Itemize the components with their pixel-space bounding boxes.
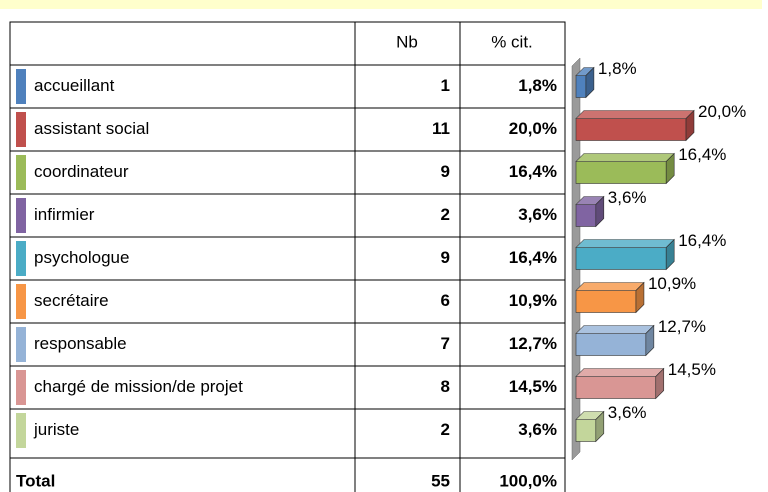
bar-label: 3,6% [608, 188, 647, 207]
bar-side [635, 281, 645, 314]
bar-label: 16,4% [678, 145, 726, 164]
bar [575, 376, 657, 399]
bar-label: 1,8% [598, 59, 637, 78]
category-label: chargé de mission/de projet [34, 377, 243, 396]
percent: 20,0% [509, 119, 557, 138]
bar-label: 12,7% [658, 317, 706, 336]
column-header: Nb [396, 32, 418, 51]
bar-side [655, 367, 665, 400]
bar-side [595, 410, 605, 443]
legend-swatch [16, 413, 26, 448]
bar-side-shade [645, 325, 654, 356]
bar [575, 333, 647, 356]
legend-swatch [16, 198, 26, 233]
bar [575, 118, 687, 141]
percent: 1,8% [518, 76, 557, 95]
count: 2 [441, 205, 450, 224]
count: 9 [441, 248, 450, 267]
category-label: coordinateur [34, 162, 129, 181]
category-label: responsable [34, 334, 127, 353]
bar-top-shade [576, 411, 604, 420]
bar-side-shade [595, 411, 604, 442]
bar-top-shade [576, 239, 675, 248]
count: 6 [441, 291, 450, 310]
bar-top-shade [576, 153, 675, 162]
bar-top-shade [576, 282, 644, 291]
bar [575, 75, 587, 98]
bar-side [595, 195, 605, 228]
bar-side-shade [655, 368, 664, 399]
bar [575, 247, 667, 270]
legend-swatch [16, 241, 26, 276]
count: 9 [441, 162, 450, 181]
bar-side [645, 324, 655, 357]
legend-swatch [16, 284, 26, 319]
category-label: assistant social [34, 119, 149, 138]
bar [575, 161, 667, 184]
bar-side [685, 109, 695, 142]
category-label: psychologue [34, 248, 129, 267]
bar-label: 20,0% [698, 102, 746, 121]
count: 7 [441, 334, 450, 353]
category-label: accueillant [34, 76, 115, 95]
bar-top-shade [576, 110, 694, 119]
count: 8 [441, 377, 450, 396]
bar-label: 10,9% [648, 274, 696, 293]
count: 11 [432, 119, 450, 138]
bar-side-shade [585, 67, 594, 98]
bar [575, 204, 597, 227]
bar-top-shade [576, 196, 604, 205]
percent: 14,5% [509, 377, 557, 396]
percent: 12,7% [509, 334, 557, 353]
legend-swatch [16, 155, 26, 190]
category-label: infirmier [34, 205, 95, 224]
total-count: 55 [431, 471, 450, 490]
percent: 3,6% [518, 205, 557, 224]
percent: 16,4% [509, 248, 557, 267]
bar-side [665, 152, 675, 185]
bar-side [585, 66, 595, 99]
legend-swatch [16, 327, 26, 362]
legend-swatch [16, 112, 26, 147]
category-label: juriste [33, 420, 79, 439]
bar-side [665, 238, 675, 271]
bar-label: 3,6% [608, 403, 647, 422]
bar-label: 14,5% [668, 360, 716, 379]
bar-label: 16,4% [678, 231, 726, 250]
bar-side-shade [666, 153, 675, 184]
legend-swatch [16, 69, 26, 104]
bar-side-shade [686, 110, 694, 141]
bar-side-shade [666, 239, 675, 270]
total-label: Total [16, 471, 55, 490]
percent: 10,9% [509, 291, 557, 310]
percent: 3,6% [518, 420, 557, 439]
category-label: secrétaire [34, 291, 109, 310]
column-header: % cit. [491, 32, 533, 51]
total-percent: 100,0% [499, 471, 557, 490]
legend-swatch [16, 370, 26, 405]
bar-side-shade [635, 282, 644, 313]
bar [575, 290, 637, 313]
bar [575, 419, 597, 442]
bar-top-shade [576, 325, 654, 334]
bar-top-shade [576, 368, 664, 377]
bar-top-shade [576, 67, 594, 76]
count: 1 [441, 76, 450, 95]
percent: 16,4% [509, 162, 557, 181]
title-band [0, 0, 762, 9]
bar-side-shade [595, 196, 604, 227]
table-frame [9, 21, 566, 492]
count: 2 [441, 420, 450, 439]
